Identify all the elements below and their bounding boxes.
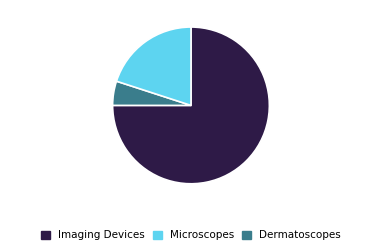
- Legend: Imaging Devices, Microscopes, Dermatoscopes: Imaging Devices, Microscopes, Dermatosco…: [40, 229, 342, 241]
- Wedge shape: [117, 27, 191, 105]
- Wedge shape: [113, 27, 269, 184]
- Wedge shape: [113, 81, 191, 105]
